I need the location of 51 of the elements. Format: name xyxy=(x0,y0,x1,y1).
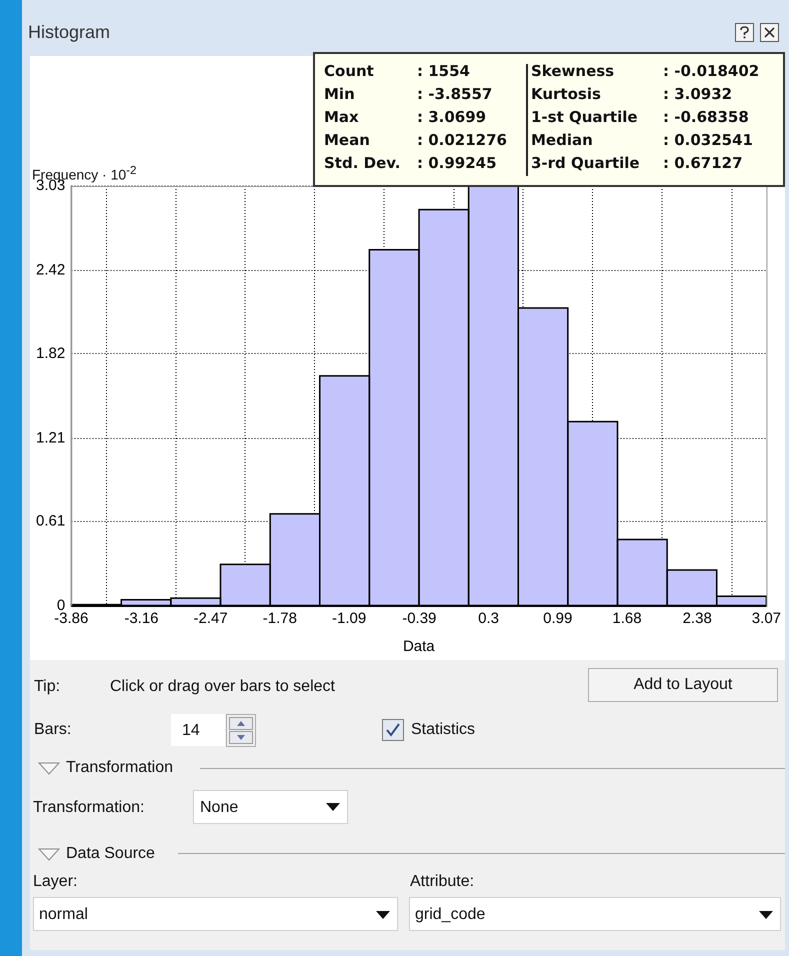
text: Bars: xyxy=(34,721,72,739)
text: Transformation xyxy=(66,759,173,777)
text: Mean xyxy=(324,131,370,149)
text: : 0.67127 xyxy=(663,154,743,172)
x-tick-label: -3.16 xyxy=(124,610,159,628)
y-tick-label: 1.21 xyxy=(36,429,66,446)
text: : 3.0699 xyxy=(417,108,486,126)
text: Min xyxy=(324,85,355,103)
text: Count xyxy=(324,62,374,80)
text: Skewness xyxy=(531,62,614,80)
text: Layer: xyxy=(33,873,78,891)
text: normal xyxy=(33,897,398,931)
x-tick-label: -2.47 xyxy=(194,610,228,628)
text: Kurtosis xyxy=(531,85,601,103)
x-tick-label: 3.07 xyxy=(752,610,782,628)
text: 14 xyxy=(171,714,225,746)
chart-title: Histogram xyxy=(28,22,110,43)
text: : 0.99245 xyxy=(417,154,497,172)
text: : 0.021276 xyxy=(417,131,507,149)
text: Transformation: xyxy=(33,799,144,817)
text: Click or drag over bars to select xyxy=(110,678,335,696)
text: : 1554 xyxy=(417,62,470,80)
text: : 3.0932 xyxy=(663,85,732,103)
text: 1-st Quartile xyxy=(531,108,638,126)
text: Attribute: xyxy=(410,873,474,891)
text: Statistics xyxy=(411,721,476,739)
x-tick-label: 0.99 xyxy=(543,610,572,628)
text: Add to Layout xyxy=(588,668,778,702)
x-axis-title: Data xyxy=(402,638,436,656)
x-tick-label: -1.09 xyxy=(332,610,366,628)
x-tick-label: 2.38 xyxy=(682,610,712,628)
text: : -0.018402 xyxy=(663,62,760,80)
text: : 0.032541 xyxy=(663,131,753,149)
x-tick-label: 0.3 xyxy=(478,610,499,628)
x-tick-label: -1.78 xyxy=(262,610,297,628)
text: : -3.8557 xyxy=(417,85,492,103)
text: : -0.68358 xyxy=(663,108,749,126)
y-tick-label: 2.42 xyxy=(36,262,66,279)
text: Median xyxy=(531,131,593,149)
text: Tip: xyxy=(34,678,60,696)
text: None xyxy=(193,790,348,824)
text: grid_code xyxy=(409,897,781,931)
x-tick-label: -0.39 xyxy=(402,610,436,628)
y-tick-label: 1.82 xyxy=(36,344,66,362)
x-tick-label: -3.86 xyxy=(54,610,88,628)
text: Data Source xyxy=(66,845,155,863)
y-tick-label: 0.61 xyxy=(36,512,66,530)
x-tick-label: 1.68 xyxy=(612,610,642,628)
text: 3-rd Quartile xyxy=(531,154,640,172)
text: Max xyxy=(324,108,359,126)
text: Std. Dev. xyxy=(324,154,401,172)
